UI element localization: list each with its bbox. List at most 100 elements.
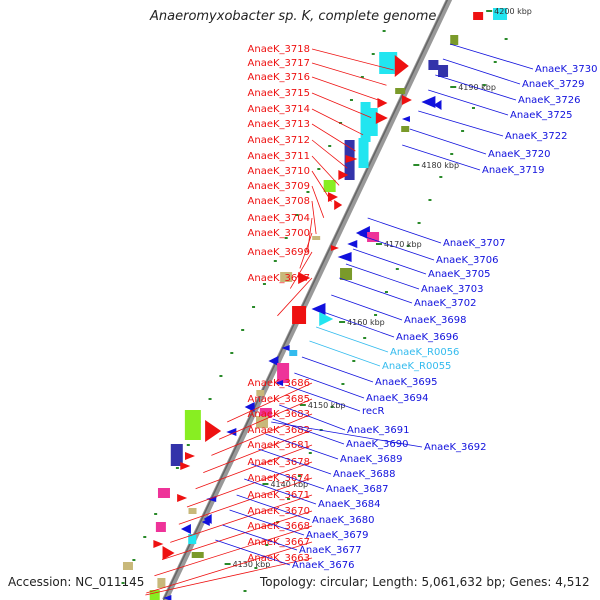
leader-line (265, 433, 339, 460)
ring-dot (219, 375, 223, 377)
leader-line (409, 128, 487, 155)
ring-dot (241, 329, 245, 331)
leader-line (311, 185, 325, 218)
gene-box (289, 350, 298, 356)
gene-label: AnaeK_3663 (248, 553, 310, 564)
ring-dot (306, 191, 310, 193)
gene-box (358, 138, 369, 168)
leader-line (299, 232, 313, 269)
gene-arrow (226, 428, 237, 436)
ring-dot (175, 467, 179, 469)
leader-line (311, 76, 380, 101)
gene-label: AnaeK_3699 (248, 247, 310, 258)
gene-label: AnaeK_3697 (248, 273, 310, 284)
gene-label: AnaeK_3725 (510, 110, 572, 121)
gene-box (360, 102, 371, 142)
gene-box (157, 578, 166, 588)
ring-dot (450, 153, 454, 155)
ring-dot (230, 352, 234, 354)
leader-line (323, 311, 395, 338)
gene-box (155, 522, 166, 532)
leader-line (359, 234, 435, 261)
gene-arrow (319, 312, 334, 326)
leader-line (203, 429, 313, 473)
leader-line (345, 263, 420, 290)
scale-label: 4150 kbp (308, 401, 346, 410)
leader-line (315, 326, 389, 353)
leader-line (236, 494, 311, 521)
ring-dot (330, 406, 334, 408)
gene-arrow (355, 226, 370, 240)
gene-box (188, 534, 197, 544)
gene-label: AnaeK_3678 (248, 457, 310, 468)
gene-box (367, 108, 378, 136)
gene-label: AnaeK_3705 (428, 269, 490, 280)
gene-label: AnaeK_3696 (396, 332, 458, 343)
gene-arrow (185, 452, 196, 460)
gene-box (256, 390, 265, 396)
gene-label: AnaeK_3680 (312, 515, 374, 526)
gene-box (323, 180, 336, 192)
ring-dot (132, 559, 136, 561)
ring-dot (371, 53, 375, 55)
gene-label: AnaeK_3730 (535, 64, 597, 75)
leader-line (311, 62, 387, 86)
gene-label: AnaeK_3677 (299, 545, 361, 556)
gene-arrow (345, 155, 358, 163)
leader-line (251, 463, 325, 490)
leader-line (311, 123, 356, 152)
ring-dot (471, 107, 475, 109)
ring-dot (461, 130, 465, 132)
gene-box (395, 88, 406, 94)
gene-arrow (338, 170, 349, 180)
ring-dot (349, 99, 353, 101)
scale-label: 4140 kbp (270, 480, 308, 489)
leader-line (154, 525, 313, 577)
gene-label: AnaeK_3695 (375, 377, 437, 388)
leader-line (277, 277, 313, 317)
ring-dot (439, 176, 443, 178)
ring-dot (265, 544, 269, 546)
gene-label: AnaeK_3688 (333, 469, 395, 480)
gene-arrow (394, 55, 409, 77)
scale-label: 4170 kbp (384, 240, 422, 249)
gene-label: AnaeK_3681 (248, 440, 310, 451)
gene-box (149, 590, 160, 600)
leader-line (218, 398, 313, 440)
gene-label: AnaeK_3682 (248, 425, 310, 436)
gene-label: AnaeK_3679 (306, 530, 368, 541)
gene-box (170, 444, 183, 466)
ring-dot (284, 237, 288, 239)
ring-dot (317, 168, 321, 170)
gene-box (340, 268, 353, 280)
gene-label: AnaeK_3718 (248, 44, 310, 55)
leader-line (301, 356, 374, 383)
ring-dot (363, 337, 367, 339)
gene-arrow (401, 95, 412, 105)
gene-box (184, 410, 201, 440)
ring-dot (482, 84, 486, 86)
leader-line (442, 58, 521, 85)
gene-box (401, 126, 410, 132)
leader-line (428, 89, 509, 116)
leader-line (170, 494, 313, 543)
leader-line (311, 155, 340, 186)
ring-dot (121, 582, 125, 584)
leader-line (294, 372, 365, 399)
leader-line (367, 217, 442, 244)
ring-dot (339, 122, 343, 124)
gene-label: AnaeK_3671 (248, 490, 310, 501)
gene-label: AnaeK_3729 (522, 79, 584, 90)
gene-label: AnaeK_3670 (248, 506, 310, 517)
gene-box (473, 12, 484, 20)
leader-line (211, 413, 313, 456)
gene-arrow (205, 420, 222, 442)
ring-dot (360, 76, 364, 78)
gene-arrow (401, 116, 410, 122)
ring-dot (254, 567, 258, 569)
gene-arrow (162, 546, 175, 560)
genome-summary: Topology: circular; Length: 5,061,632 bp… (260, 575, 590, 589)
leader-line (229, 509, 305, 536)
ring-dot (262, 283, 266, 285)
ring-dot (504, 38, 508, 40)
